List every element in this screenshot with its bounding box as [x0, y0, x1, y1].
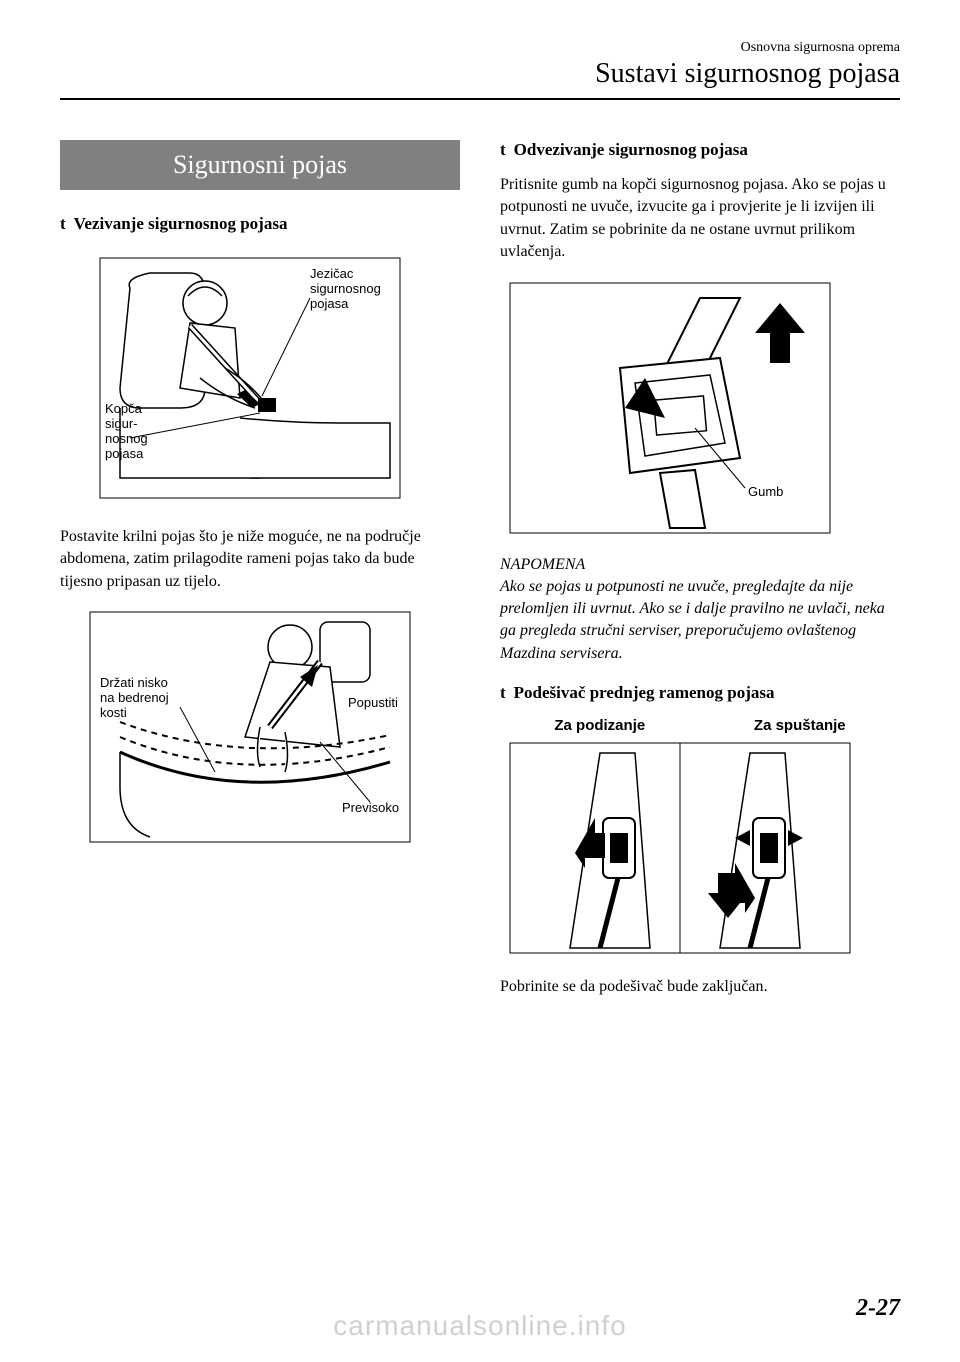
watermark: carmanualsonline.info [0, 1310, 960, 1342]
paragraph-position-belt: Postavite krilni pojas što je niže moguć… [60, 526, 460, 593]
fig1-label-tongue3: pojasa [310, 296, 349, 311]
fig1-label-buckle3: nosnog [105, 431, 148, 446]
page-header: Osnovna sigurnosna oprema Sustavi sigurn… [60, 40, 900, 90]
figure-fastening: Jezičac sigurnosnog pojasa Kopča sigur- … [60, 248, 460, 508]
left-column: Sigurnosni pojas t Vezivanje sigurnosnog… [60, 140, 460, 1013]
figure-adjuster: Za podizanje Za spuštanje [500, 717, 900, 958]
content-columns: Sigurnosni pojas t Vezivanje sigurnosnog… [60, 140, 900, 1013]
fig2-label-slack: Popustiti [348, 695, 398, 710]
figure-buckle-release: Gumb [500, 278, 900, 538]
subheading-unfastening: t Odvezivanje sigurnosnog pojasa [500, 140, 900, 160]
fig1-label-tongue: Jezičac [310, 266, 354, 281]
fig2-label-low1: Držati nisko [100, 675, 168, 690]
section-title: Sigurnosni pojas [173, 150, 347, 179]
fig2-label-low3: kosti [100, 705, 127, 720]
header-rule [60, 98, 900, 100]
adjuster-captions: Za podizanje Za spuštanje [500, 717, 900, 734]
subheading-adjuster: t Podešivač prednjeg ramenog pojasa [500, 683, 900, 703]
section-title-box: Sigurnosni pojas [60, 140, 460, 190]
fig2-label-high: Previsoko [342, 800, 399, 815]
subheading-fastening-text: Vezivanje sigurnosnog pojasa [74, 214, 288, 234]
note-heading: NAPOMENA [500, 556, 900, 574]
header-section: Osnovna sigurnosna oprema [60, 40, 900, 56]
fig1-label-buckle2: sigur- [105, 416, 138, 431]
right-column: t Odvezivanje sigurnosnog pojasa Pritisn… [500, 140, 900, 1013]
note-text: Ako se pojas u potpunosti ne uvuče, preg… [500, 576, 900, 666]
caption-raise: Za podizanje [554, 717, 645, 734]
paragraph-unfasten: Pritisnite gumb na kopči sigurnosnog poj… [500, 174, 900, 264]
subheading-fastening: t Vezivanje sigurnosnog pojasa [60, 214, 460, 234]
bullet-marker: t [500, 683, 506, 703]
fig2-label-low2: na bedrenoj [100, 690, 169, 705]
fig1-label-buckle1: Kopča [105, 401, 143, 416]
subheading-unfastening-text: Odvezivanje sigurnosnog pojasa [514, 140, 748, 160]
paragraph-lock-adjuster: Pobrinite se da podešivač bude zaključan… [500, 976, 900, 998]
subheading-adjuster-text: Podešivač prednjeg ramenog pojasa [514, 683, 775, 703]
fig-buckle-label: Gumb [748, 484, 783, 499]
bullet-marker: t [60, 214, 66, 234]
figure-lap-position: Držati nisko na bedrenoj kosti Popustiti… [60, 607, 460, 847]
bullet-marker: t [500, 140, 506, 160]
caption-lower: Za spuštanje [754, 717, 846, 734]
fig1-label-tongue2: sigurnosnog [310, 281, 381, 296]
fig1-label-buckle4: pojasa [105, 446, 144, 461]
header-title: Sustavi sigurnosnog pojasa [60, 58, 900, 90]
